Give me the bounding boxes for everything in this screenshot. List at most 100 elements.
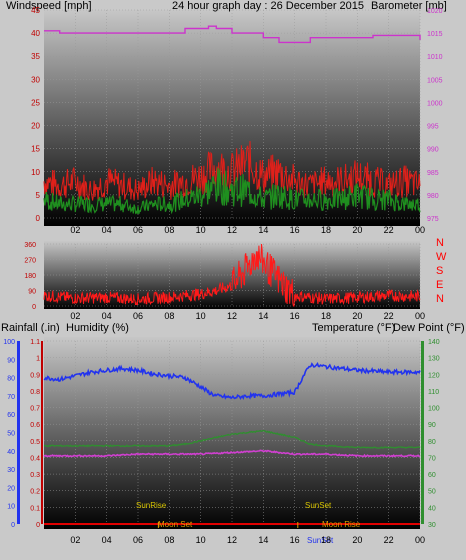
barometer-tick-label: 985: [427, 170, 439, 177]
temperature-tick-label: 120: [428, 372, 440, 379]
barometer-tick-label: 1010: [427, 54, 443, 61]
x-tick-label: 02: [70, 535, 80, 545]
direction-tick-label: 360: [24, 242, 36, 249]
x-tick-label: 12: [227, 311, 237, 321]
windspeed-tick-label: 5: [36, 191, 41, 200]
x-tick-label: 12: [227, 225, 237, 235]
windspeed-tick-label: 0: [36, 214, 41, 223]
rain-tick-label: 0.2: [30, 489, 40, 496]
x-tick-label: 12: [227, 535, 237, 545]
wind-direction-line: [43, 243, 421, 307]
direction-tick-label: 90: [28, 289, 36, 296]
x-tick-label: 00: [415, 225, 425, 235]
barometer-tick-label: 1020: [427, 8, 443, 15]
humidity-tick-label: 0: [11, 522, 15, 529]
rain-tick-label: 0: [36, 522, 40, 529]
chart-title: 24 hour graph day : 26 December 2015: [172, 0, 364, 12]
windspeed-tick-label: 10: [31, 168, 40, 177]
rain-tick-label: 0.4: [30, 455, 40, 462]
rain-tick-label: 0.7: [30, 406, 40, 413]
direction-tick-label: 270: [24, 258, 36, 265]
temperature-tick-label: 80: [428, 439, 436, 446]
humidity-tick-label: 100: [3, 339, 15, 346]
rainfall-axis-title: Rainfall (.in): [1, 322, 60, 334]
x-tick-label: 14: [258, 311, 268, 321]
x-tick-label: 06: [133, 311, 143, 321]
rain-tick-label: 0.8: [30, 389, 40, 396]
x-tick-label: 18: [321, 311, 331, 321]
compass-label: N: [436, 237, 444, 249]
barometer-tick-label: 1015: [427, 31, 443, 38]
temperature-tick-label: 90: [428, 422, 436, 429]
x-tick-label: 22: [384, 225, 394, 235]
wind-gust-line: [43, 140, 421, 201]
compass-label: W: [436, 251, 447, 263]
x-tick-label: 20: [352, 225, 362, 235]
barometer-tick-label: 990: [427, 147, 439, 154]
x-tick-label: 08: [164, 225, 174, 235]
windspeed-tick-label: 45: [31, 6, 40, 15]
dewpoint-line: [43, 449, 421, 458]
x-tick-label: 06: [133, 535, 143, 545]
windspeed-tick-label: 40: [31, 29, 40, 38]
temperature-tick-label: 70: [428, 455, 436, 462]
windspeed-tick-label: 30: [31, 75, 40, 84]
temperature-tick-label: 110: [428, 389, 439, 396]
humidity-tick-label: 70: [7, 394, 15, 401]
barometer-tick-label: 980: [427, 193, 439, 200]
moonset-label: Moon Set: [158, 520, 193, 529]
barometer-tick-label: 1000: [427, 100, 443, 107]
x-tick-label: 20: [352, 311, 362, 321]
moonrise-label: Moon Rise: [322, 520, 361, 529]
x-tick-label: 08: [164, 535, 174, 545]
temperature-axis-bar: [421, 341, 424, 524]
humidity-tick-label: 40: [7, 449, 15, 456]
chart-marks: SunRise SunSet Moon Set Moon Rise SunSet: [43, 25, 421, 545]
compass-label: E: [436, 279, 443, 291]
x-tick-label: 16: [290, 311, 300, 321]
x-tick-label: 06: [133, 225, 143, 235]
humidity-tick-label: 90: [7, 357, 15, 364]
rain-tick-label: 0.6: [30, 422, 40, 429]
windspeed-tick-label: 35: [31, 52, 40, 61]
dewpoint-axis-title: Dew Point (°F): [393, 322, 465, 334]
x-tick-label: 08: [164, 311, 174, 321]
windspeed-tick-label: 25: [31, 98, 40, 107]
x-tick-label: 02: [70, 225, 80, 235]
temperature-tick-label: 60: [428, 472, 436, 479]
x-tick-label: 10: [196, 535, 206, 545]
humidity-tick-label: 10: [7, 504, 15, 511]
rain-tick-label: 0.3: [30, 472, 40, 479]
barometer-tick-label: 1005: [427, 77, 443, 84]
rain-tick-label: 0.9: [30, 372, 40, 379]
temperature-tick-label: 130: [428, 356, 440, 363]
rain-tick-label: 1: [36, 356, 40, 363]
humidity-tick-label: 60: [7, 412, 15, 419]
x-tick-label: 04: [102, 225, 112, 235]
barometer-line: [44, 25, 421, 44]
direction-tick-label: 180: [24, 273, 36, 280]
temperature-tick-label: 50: [428, 489, 436, 496]
temperature-tick-label: 30: [428, 522, 436, 529]
x-tick-label: 04: [102, 535, 112, 545]
x-tick-label: 22: [384, 311, 394, 321]
rain-tick-label: 0.5: [30, 439, 40, 446]
humidity-tick-label: 20: [7, 485, 15, 492]
x-tick-label: 14: [258, 225, 268, 235]
humidity-axis-bar: [17, 341, 20, 524]
temperature-axis-title: Temperature (°F): [312, 322, 395, 334]
temperature-tick-label: 100: [428, 406, 440, 413]
x-tick-label: 10: [196, 311, 206, 321]
sunrise-label: SunRise: [136, 501, 167, 510]
x-tick-label: 02: [70, 311, 80, 321]
rain-tick-label: 0.1: [30, 505, 40, 512]
barometer-tick-label: 995: [427, 124, 439, 131]
humidity-tick-label: 80: [7, 376, 15, 383]
x-tick-label: 16: [290, 225, 300, 235]
wind-avg-line: [43, 167, 421, 215]
sunset-label: SunSet: [305, 501, 332, 510]
temperature-line: [43, 429, 421, 449]
direction-tick-label: 0: [32, 304, 36, 311]
